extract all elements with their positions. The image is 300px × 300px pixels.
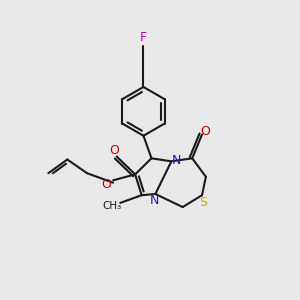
Text: O: O	[102, 178, 112, 191]
Text: S: S	[199, 196, 207, 209]
Text: O: O	[110, 143, 119, 157]
Text: CH₃: CH₃	[102, 201, 122, 211]
Text: N: N	[172, 154, 181, 166]
Text: O: O	[201, 125, 211, 138]
Text: N: N	[150, 194, 159, 207]
Text: F: F	[140, 31, 147, 44]
